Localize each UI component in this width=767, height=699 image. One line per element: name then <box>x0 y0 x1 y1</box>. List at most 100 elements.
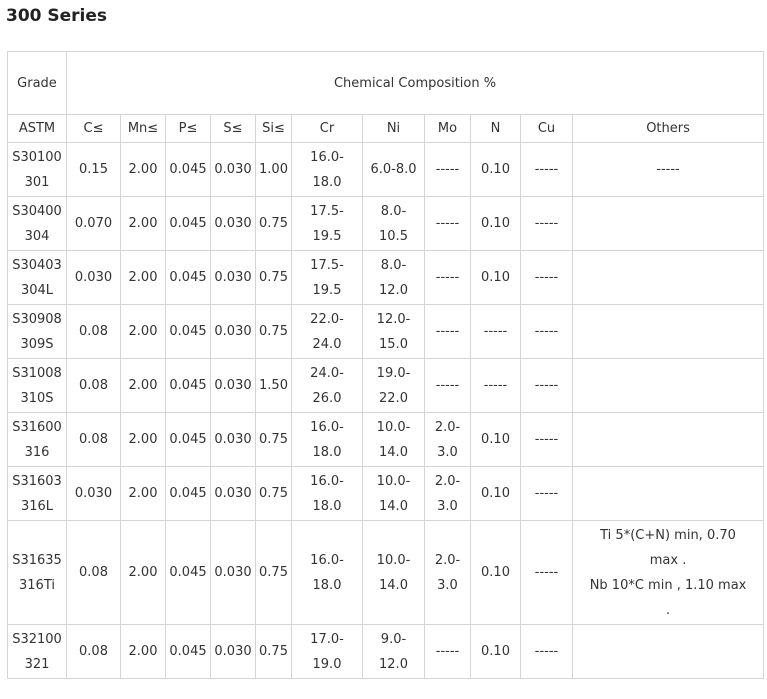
cell-text: 0.045 <box>169 216 207 231</box>
value-cell: 0.030 <box>66 250 121 305</box>
cell-text: 0.045 <box>169 486 207 501</box>
value-cell: ----- <box>571 142 765 197</box>
value-cell: ----- <box>424 196 471 251</box>
cell-text: 10.0- 14.0 <box>376 552 411 593</box>
cell-text: 24.0- 26.0 <box>310 365 344 406</box>
value-cell: 0.045 <box>165 624 211 679</box>
cell-text: 0.10 <box>481 432 510 447</box>
cell-text: S31008 310S <box>12 365 62 406</box>
cell-text: 0.75 <box>259 432 288 447</box>
cell-text: 0.10 <box>481 644 510 659</box>
cell-text: 0.030 <box>74 486 113 501</box>
value-cell: 2.00 <box>120 142 166 197</box>
value-cell: ----- <box>424 304 471 359</box>
cell-text: 2.00 <box>128 162 158 177</box>
cell-text: 0.08 <box>79 324 108 339</box>
cell-text: 1.50 <box>259 378 288 393</box>
grade-cell: S30403 304L <box>7 250 67 305</box>
chemical-composition-header: Chemical Composition % <box>65 51 765 115</box>
header-row-top: Grade Chemical Composition % <box>7 51 765 115</box>
cell-text: 2.00 <box>128 644 158 659</box>
cell-text: 0.045 <box>169 644 207 659</box>
table-row: S31008 310S 0.08 2.00 0.045 0.030 1.50 24.0- 2… <box>7 358 765 413</box>
value-cell: ----- <box>520 304 573 359</box>
column-header: Si≤ <box>255 114 292 143</box>
cell-text: ----- <box>534 378 559 393</box>
cell-text: 2.00 <box>128 378 158 393</box>
cell-text: ----- <box>435 162 460 177</box>
value-cell: 9.0- 12.0 <box>362 624 425 679</box>
value-cell: 16.0- 18.0 <box>291 520 363 625</box>
value-cell: 0.75 <box>255 520 292 625</box>
grade-cell: S32100 321 <box>7 624 67 679</box>
cell-text: 0.75 <box>259 216 288 231</box>
value-cell <box>571 358 765 413</box>
cell-text: 0.030 <box>214 644 252 659</box>
cell-text: 16.0- 18.0 <box>310 149 344 190</box>
value-cell: 1.50 <box>255 358 292 413</box>
value-cell: 2.0- 3.0 <box>424 412 471 467</box>
value-cell <box>571 412 765 467</box>
cell-text: 0.030 <box>214 565 252 580</box>
cell-text: 0.030 <box>74 270 113 285</box>
cell-text: ----- <box>435 378 460 393</box>
cell-text: S31635 316Ti <box>12 552 62 593</box>
value-cell: 0.10 <box>470 466 521 521</box>
cell-text: S32100 321 <box>12 631 62 672</box>
value-cell: 2.00 <box>120 520 166 625</box>
cell-text: 12.0- 15.0 <box>376 311 411 352</box>
column-header: N <box>470 114 521 143</box>
cell-text: ----- <box>534 486 559 501</box>
value-cell: 0.08 <box>66 412 121 467</box>
value-cell: 8.0- 12.0 <box>362 250 425 305</box>
value-cell: 0.75 <box>255 250 292 305</box>
value-cell: 0.08 <box>66 358 121 413</box>
cell-text: 8.0- 12.0 <box>379 257 408 298</box>
cell-text: ----- <box>483 324 508 339</box>
value-cell: 12.0- 15.0 <box>362 304 425 359</box>
cell-text: ----- <box>435 216 460 231</box>
value-cell: 0.045 <box>165 142 211 197</box>
cell-text: 2.00 <box>128 216 158 231</box>
value-cell: 2.00 <box>120 196 166 251</box>
column-header: P≤ <box>165 114 211 143</box>
value-cell: 0.045 <box>165 412 211 467</box>
value-cell: 1.00 <box>255 142 292 197</box>
cell-text: 6.0-8.0 <box>370 162 417 177</box>
cell-text: 0.030 <box>214 378 252 393</box>
cell-text: 2.00 <box>128 324 158 339</box>
value-cell: 17.5- 19.5 <box>291 196 363 251</box>
cell-text: Ti 5*(C+N) min, 0.70 max . Nb 10*C min ,… <box>589 527 747 618</box>
cell-text: 2.00 <box>128 432 158 447</box>
value-cell: 2.00 <box>120 250 166 305</box>
column-header: Others <box>571 114 765 143</box>
value-cell: 10.0- 14.0 <box>362 412 425 467</box>
value-cell: 0.045 <box>165 520 211 625</box>
grade-cell: S30908 309S <box>7 304 67 359</box>
cell-text: 17.5- 19.5 <box>310 203 344 244</box>
value-cell: 0.070 <box>66 196 121 251</box>
value-cell: ----- <box>424 250 471 305</box>
cell-text: 2.00 <box>128 486 158 501</box>
cell-text: 16.0- 18.0 <box>310 419 344 460</box>
cell-text: 17.0- 19.0 <box>310 631 344 672</box>
cell-text: S30100 301 <box>12 149 62 190</box>
cell-text: 0.030 <box>214 324 252 339</box>
table-row: S30100 301 0.15 2.00 0.045 0.030 1.00 16.0- 18… <box>7 142 765 197</box>
value-cell: ----- <box>470 304 521 359</box>
grade-cell: S31635 316Ti <box>7 520 67 625</box>
value-cell: 0.10 <box>470 142 521 197</box>
value-cell: ----- <box>470 358 521 413</box>
value-cell: 0.045 <box>165 196 211 251</box>
cell-text: ----- <box>534 324 559 339</box>
cell-text: 0.08 <box>79 565 108 580</box>
value-cell <box>571 304 765 359</box>
value-cell: 24.0- 26.0 <box>291 358 363 413</box>
value-cell: 0.08 <box>66 624 121 679</box>
cell-text: 17.5- 19.5 <box>310 257 344 298</box>
value-cell: 0.030 <box>66 466 121 521</box>
value-cell: ----- <box>520 624 573 679</box>
value-cell: 0.75 <box>255 196 292 251</box>
value-cell: Ti 5*(C+N) min, 0.70 max . Nb 10*C min ,… <box>571 520 765 625</box>
value-cell: ----- <box>424 358 471 413</box>
